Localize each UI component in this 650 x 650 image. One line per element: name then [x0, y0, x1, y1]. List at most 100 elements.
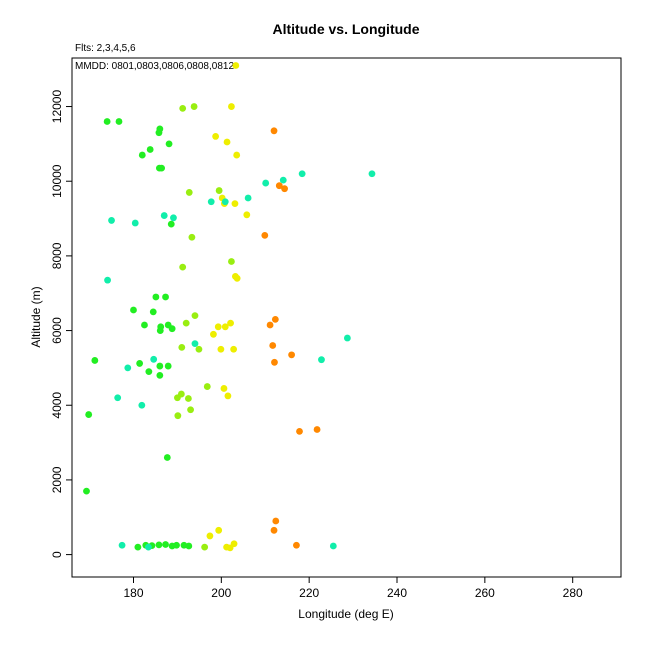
x-axis-label: Longitude (deg E) — [298, 607, 393, 621]
data-point — [275, 182, 283, 190]
data-point — [185, 189, 193, 196]
data-point — [141, 321, 148, 329]
data-point — [108, 217, 115, 224]
data-point — [167, 220, 175, 228]
y-tick-label: 4000 — [50, 392, 64, 419]
data-point — [272, 517, 280, 525]
data-point — [173, 541, 180, 549]
data-point — [244, 194, 252, 202]
data-point — [184, 395, 192, 402]
data-point — [174, 412, 182, 420]
data-point — [232, 62, 240, 69]
data-point — [318, 356, 325, 364]
data-point — [115, 118, 123, 125]
data-point — [155, 541, 163, 549]
data-point — [136, 360, 144, 367]
data-point — [313, 426, 321, 433]
data-point — [214, 323, 222, 331]
x-tick-label: 180 — [123, 586, 143, 600]
y-tick-label: 8000 — [50, 242, 64, 269]
data-point — [190, 103, 198, 110]
data-point — [160, 212, 168, 219]
data-point — [262, 179, 270, 187]
data-point — [230, 345, 238, 353]
data-point — [146, 146, 154, 153]
data-point — [206, 532, 214, 540]
data-point — [203, 383, 211, 390]
data-point — [215, 187, 223, 194]
data-point — [85, 411, 93, 418]
data-point — [298, 170, 306, 178]
y-tick-label: 6000 — [50, 317, 64, 344]
data-point — [156, 362, 164, 370]
data-point — [130, 306, 137, 314]
data-point — [269, 342, 277, 349]
data-point — [170, 214, 177, 222]
data-point — [177, 390, 185, 398]
y-axis-label: Altitude (m) — [29, 286, 43, 347]
data-point — [156, 125, 164, 133]
data-point — [165, 140, 173, 148]
data-point — [228, 258, 235, 265]
data-point — [164, 362, 172, 370]
data-points — [83, 62, 376, 552]
data-point — [288, 351, 295, 359]
data-point — [124, 364, 132, 372]
data-point — [271, 358, 278, 366]
data-point — [163, 454, 171, 461]
data-point — [188, 233, 196, 241]
plot-frame — [71, 57, 622, 578]
data-point — [162, 293, 169, 301]
data-point — [156, 371, 164, 379]
data-point — [134, 543, 142, 551]
data-point — [221, 198, 229, 206]
data-point — [210, 330, 217, 338]
data-point — [131, 219, 139, 227]
data-point — [191, 340, 199, 348]
y-tick-label: 0 — [50, 551, 64, 558]
data-point — [368, 170, 376, 178]
data-point — [223, 138, 231, 146]
data-point — [230, 540, 238, 548]
data-point — [228, 103, 235, 110]
data-point — [281, 185, 288, 193]
data-point — [138, 401, 146, 409]
data-point — [261, 231, 269, 239]
data-point — [114, 394, 122, 402]
data-point — [182, 319, 190, 327]
data-point — [156, 327, 164, 334]
data-point — [179, 263, 187, 271]
y-axis: 0 2000 4000 6000 8000 10000 12000 — [50, 90, 72, 558]
data-point — [164, 321, 172, 329]
x-tick-label: 240 — [387, 586, 407, 600]
y-tick-label: 12000 — [50, 90, 64, 124]
data-point — [215, 526, 223, 534]
x-tick-label: 280 — [563, 586, 583, 600]
data-point — [162, 541, 169, 548]
dates-subtitle: MMDD: 0801,0803,0806,0808,0812 — [75, 61, 234, 72]
data-point — [158, 164, 165, 172]
data-point — [150, 355, 158, 363]
data-point — [270, 526, 278, 534]
data-point — [149, 308, 157, 316]
data-point — [191, 312, 199, 320]
chart-title: Altitude vs. Longitude — [273, 21, 420, 37]
data-point — [296, 427, 303, 435]
data-point — [104, 276, 111, 284]
data-point — [271, 315, 279, 323]
data-point — [221, 323, 229, 331]
x-tick-label: 200 — [211, 586, 231, 600]
data-point — [343, 334, 351, 342]
data-point — [233, 274, 241, 282]
data-point — [187, 406, 194, 414]
data-point — [179, 105, 187, 112]
data-point — [91, 357, 99, 364]
flights-subtitle: Flts: 2,3,4,5,6 — [75, 43, 136, 54]
data-point — [329, 542, 337, 550]
data-point — [145, 543, 152, 551]
data-point — [138, 151, 146, 159]
data-point — [178, 343, 186, 351]
data-point — [118, 541, 126, 549]
data-point — [212, 133, 220, 140]
